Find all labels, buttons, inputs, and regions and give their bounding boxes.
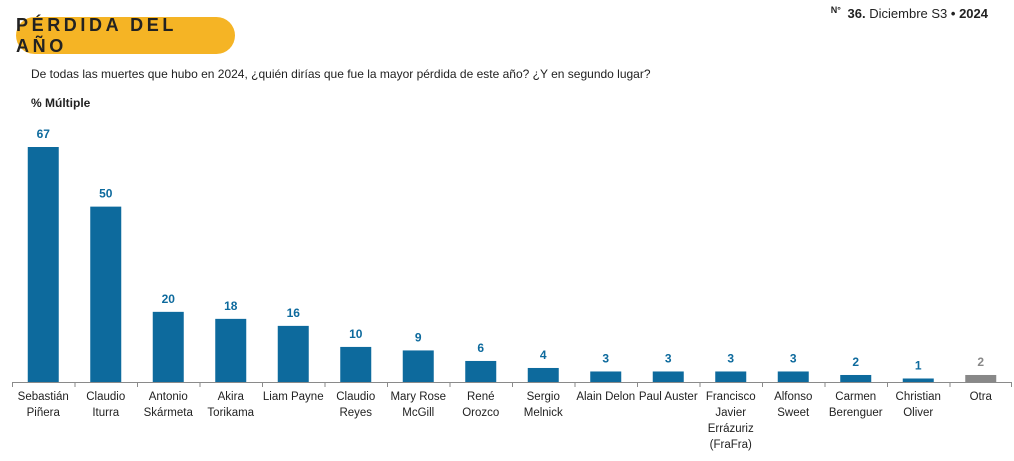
- category-label: Antonio Skármeta: [144, 391, 194, 419]
- category-label-line: René: [467, 391, 495, 403]
- issue-prefix: N°: [830, 5, 841, 15]
- category-label-line: Torikama: [207, 407, 254, 419]
- issue-separator: •: [950, 6, 956, 21]
- category-label: Sebastián Piñera: [18, 391, 69, 419]
- bar-value-label: 50: [99, 187, 113, 201]
- category-label-line: Reyes: [339, 407, 372, 419]
- bar-value-label: 3: [602, 351, 609, 365]
- category-label-line: Orozco: [462, 407, 499, 419]
- bar-value-label: 4: [540, 348, 547, 362]
- category-label-line: Alfonso: [774, 391, 812, 403]
- category-label: Carmen Berenguer: [829, 391, 883, 419]
- category-label-line: Liam Payne: [263, 391, 324, 403]
- bar: [652, 371, 684, 382]
- bar-value-label: 3: [790, 351, 797, 365]
- issue-number: 36.: [847, 6, 866, 21]
- bar: [465, 360, 497, 382]
- category-label-line: Paul Auster: [639, 391, 698, 403]
- category-label-line: Claudio: [336, 391, 375, 403]
- category-label: Christian Oliver: [896, 391, 941, 419]
- category-label-line: Iturra: [92, 407, 119, 419]
- category-label-line: Sweet: [777, 407, 810, 419]
- category-label-line: Berenguer: [829, 407, 883, 419]
- issue-info: N° 36. Diciembre S3 • 2024: [830, 5, 988, 21]
- category-label-line: Piñera: [27, 407, 61, 419]
- bar: [27, 147, 59, 382]
- bar-value-label: 3: [665, 351, 672, 365]
- category-label: Francisco Javier Errázuriz (FraFra): [706, 391, 756, 451]
- category-label: Alain Delon: [576, 391, 635, 403]
- bar-value-label: 18: [224, 299, 238, 313]
- bar: [590, 371, 622, 382]
- category-label-line: Mary Rose: [390, 391, 446, 403]
- chart-title-badge: PÉRDIDA DEL AÑO: [16, 14, 235, 56]
- category-label-line: Otra: [970, 391, 993, 403]
- bar-value-label: 16: [287, 306, 301, 320]
- issue-period: Diciembre S3: [869, 6, 948, 21]
- category-label: Akira Torikama: [207, 391, 254, 419]
- category-label-line: Javier: [715, 407, 746, 419]
- bar: [90, 206, 122, 382]
- category-label-line: Skármeta: [144, 407, 194, 419]
- bar-value-label: 1: [915, 358, 922, 372]
- chart-title: PÉRDIDA DEL AÑO: [16, 14, 177, 56]
- category-label-line: Sebastián: [18, 391, 69, 403]
- category-label: Otra: [970, 391, 993, 403]
- category-label-line: Oliver: [903, 407, 933, 419]
- category-label-line: Sergio: [527, 391, 560, 403]
- bar: [965, 374, 997, 382]
- category-label-line: Akira: [218, 391, 245, 403]
- category-label-line: Melnick: [524, 407, 563, 419]
- bar-value-label: 9: [415, 330, 422, 344]
- bar: [777, 371, 809, 382]
- chart-subtitle: % Múltiple: [31, 96, 91, 110]
- category-label-line: McGill: [402, 407, 434, 419]
- bar-value-label: 2: [977, 355, 984, 369]
- bar-value-label: 2: [852, 355, 859, 369]
- bar-value-label: 3: [727, 351, 734, 365]
- bar: [215, 318, 247, 382]
- category-label-line: Antonio: [149, 391, 188, 403]
- bar: [902, 378, 934, 382]
- bar-value-label: 67: [37, 127, 51, 141]
- category-label: Liam Payne: [263, 391, 324, 403]
- category-label: Claudio Reyes: [336, 391, 375, 419]
- issue-year: 2024: [959, 6, 988, 21]
- category-label: Claudio Iturra: [86, 391, 125, 419]
- category-label-line: Errázuriz: [708, 423, 754, 435]
- category-label: Mary Rose McGill: [390, 391, 446, 419]
- category-label: René Orozco: [462, 391, 499, 419]
- bar: [340, 346, 372, 382]
- bar: [402, 350, 434, 382]
- category-label: Paul Auster: [639, 391, 698, 403]
- bar-value-label: 20: [162, 292, 176, 306]
- category-label-line: Claudio: [86, 391, 125, 403]
- category-label-line: Christian: [896, 391, 941, 403]
- category-label-line: Carmen: [835, 391, 876, 403]
- category-label-line: (FraFra): [710, 439, 752, 451]
- category-label-line: Francisco: [706, 391, 756, 403]
- bar: [715, 371, 747, 382]
- bar-value-label: 6: [477, 341, 484, 355]
- category-label-line: Alain Delon: [576, 391, 635, 403]
- category-label: Sergio Melnick: [524, 391, 563, 419]
- survey-question: De todas las muertes que hubo en 2024, ¿…: [31, 67, 651, 81]
- bar: [840, 374, 872, 382]
- category-label: Alfonso Sweet: [774, 391, 812, 419]
- bar-value-label: 10: [349, 327, 363, 341]
- bar: [277, 325, 309, 382]
- bar: [527, 367, 559, 382]
- bar: [152, 311, 184, 382]
